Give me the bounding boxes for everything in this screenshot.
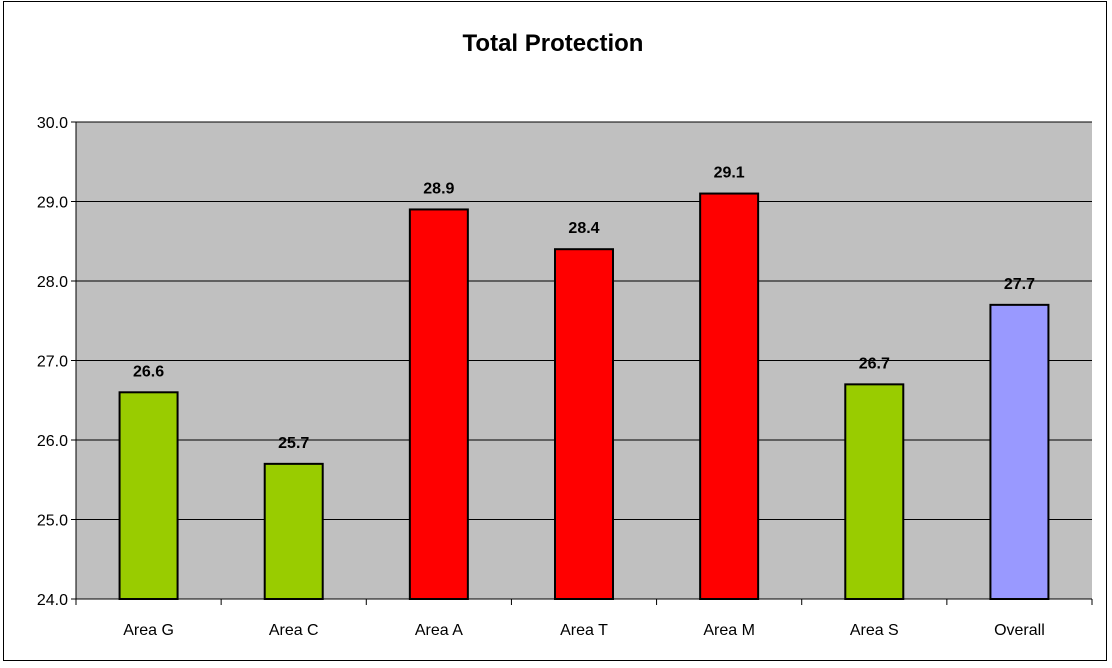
labels: 24.0 25.0 26.0 27.0 28.0 29.0 30.0 26.6 Area G 25… xyxy=(37,115,1045,639)
chart-title: Total Protection xyxy=(463,30,644,57)
bar xyxy=(118,391,179,600)
bars xyxy=(118,192,1050,601)
bar xyxy=(554,248,614,600)
x-tick-label: Area G xyxy=(123,622,174,639)
bar-chart: Total Protection 24.0 25.0 26.0 27.0 28.0 29.… xyxy=(37,30,1093,639)
y-tick-label: 30.0 xyxy=(37,115,68,132)
bar xyxy=(844,383,905,600)
y-tick-label: 26.0 xyxy=(37,433,68,450)
bar xyxy=(989,303,1050,600)
data-label: 28.4 xyxy=(568,220,599,237)
axes xyxy=(71,121,1093,605)
y-tick-label: 27.0 xyxy=(37,354,68,371)
bar xyxy=(263,462,324,600)
data-label: 29.1 xyxy=(714,165,745,182)
x-tick-label: Area T xyxy=(560,622,608,639)
data-label: 28.9 xyxy=(423,180,454,197)
y-tick-label: 25.0 xyxy=(37,513,68,530)
data-label: 27.7 xyxy=(1004,276,1035,293)
y-tick-label: 29.0 xyxy=(37,195,68,212)
x-tick-label: Area A xyxy=(415,622,463,639)
y-tick-label: 28.0 xyxy=(37,274,68,291)
bar xyxy=(699,192,760,601)
y-tick-label: 24.0 xyxy=(37,592,68,609)
data-label: 26.7 xyxy=(859,355,890,372)
x-tick-label: Overall xyxy=(994,622,1045,639)
x-tick-label: Area C xyxy=(269,622,319,639)
chart-frame: Total Protection 24.0 25.0 26.0 27.0 28.0 29.… xyxy=(3,1,1107,661)
x-tick-label: Area M xyxy=(703,622,755,639)
bar xyxy=(408,208,469,600)
data-label: 25.7 xyxy=(278,435,309,452)
x-tick-label: Area S xyxy=(850,622,899,639)
data-label: 26.6 xyxy=(133,363,164,380)
